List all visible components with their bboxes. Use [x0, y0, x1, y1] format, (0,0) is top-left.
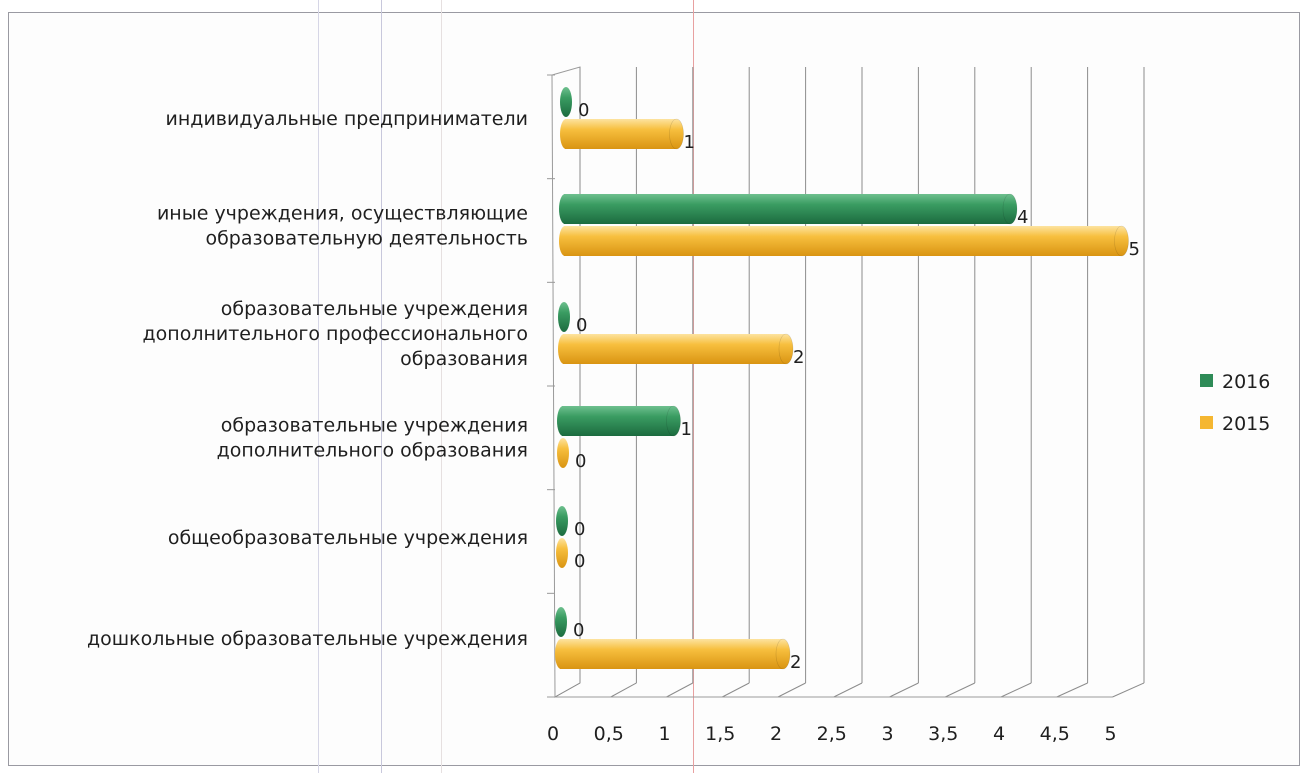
category-label-line: индивидуальные предприниматели	[166, 108, 528, 130]
bar-body	[563, 334, 786, 364]
data-label: 0	[573, 620, 584, 641]
x-tick-label: 3	[881, 723, 893, 745]
x-tick-label: 4	[993, 723, 1005, 745]
data-label: 0	[576, 315, 587, 336]
scan-line-1	[318, 0, 319, 773]
floor-line	[1112, 682, 1145, 698]
bar-cap	[666, 405, 681, 437]
bar	[558, 333, 794, 365]
x-tick-label: 1,5	[705, 723, 735, 745]
category-label-line: дополнительного образования	[217, 440, 528, 462]
scan-line-2	[381, 0, 382, 773]
bar	[556, 506, 568, 536]
x-tick-label: 4,5	[1040, 723, 1070, 745]
bar-cap	[1002, 193, 1018, 225]
floor-line	[777, 682, 806, 698]
bar-cap	[669, 118, 684, 150]
x-tick-label: 2,5	[817, 723, 847, 745]
bar-cap	[775, 638, 791, 670]
legend-swatch	[1200, 374, 1213, 387]
scan-line-3	[441, 0, 442, 773]
data-label: 5	[1129, 239, 1140, 260]
bar	[556, 538, 568, 568]
category-label: дошкольные образовательные учреждения	[87, 628, 528, 650]
category-label: общеобразовательные учреждения	[168, 527, 528, 549]
data-label: 2	[790, 652, 801, 673]
floor-line	[722, 682, 750, 698]
category-label: индивидуальные предприниматели	[166, 108, 528, 130]
bar	[557, 438, 569, 468]
category-label-line: образовательную деятельность	[205, 228, 528, 250]
data-label: 0	[574, 551, 585, 572]
bar	[555, 607, 567, 637]
bar	[555, 638, 791, 670]
legend-label: 2015	[1222, 413, 1270, 435]
bar-cap	[1114, 225, 1129, 257]
bar-cap	[778, 333, 794, 365]
category-label-line: общеобразовательные учреждения	[168, 527, 528, 549]
bar-body	[562, 406, 674, 436]
floor-line	[666, 682, 694, 698]
category-label-line: дополнительного профессионального	[143, 323, 528, 345]
bar-base	[560, 119, 572, 149]
floor-line	[610, 682, 637, 698]
data-label: 1	[681, 419, 692, 440]
bar-base	[559, 194, 571, 224]
legend-label: 2016	[1222, 371, 1270, 393]
category-label-line: образования	[400, 348, 528, 370]
floor-line	[1056, 682, 1088, 698]
floor-line	[889, 682, 919, 698]
bar	[558, 302, 570, 332]
bar-body	[564, 226, 1122, 256]
bar-base	[557, 406, 569, 436]
x-tick-label: 3,5	[928, 723, 958, 745]
bar-base	[556, 506, 568, 536]
bar-base	[556, 538, 568, 568]
bar	[560, 87, 572, 117]
category-label-line: иные учреждения, осуществляющие	[157, 203, 528, 225]
category-label-line: образовательные учреждения	[221, 298, 528, 320]
bar	[560, 118, 684, 150]
category-label-line: образовательные учреждения	[221, 415, 528, 437]
scan-line-4	[693, 0, 694, 773]
data-label: 4	[1017, 207, 1028, 228]
data-label: 1	[684, 132, 695, 153]
data-label: 0	[574, 519, 585, 540]
bar	[557, 405, 681, 437]
data-label: 0	[578, 100, 589, 121]
bar-body	[565, 119, 677, 149]
bar-base	[558, 302, 570, 332]
bar-base	[559, 226, 571, 256]
floor-line	[554, 682, 581, 698]
bar-base	[560, 87, 572, 117]
bar-body	[560, 639, 783, 669]
x-tick-label: 0	[547, 723, 559, 745]
bar-base	[555, 639, 567, 669]
floor-line	[1000, 682, 1032, 698]
bar	[559, 225, 1129, 257]
floor-line	[945, 682, 976, 698]
category-label: образовательные учреждения дополнительног…	[143, 298, 528, 370]
bar-base	[555, 607, 567, 637]
data-label: 0	[575, 451, 586, 472]
left-wall	[551, 66, 581, 698]
bar-base	[557, 438, 569, 468]
x-tick-label: 5	[1104, 723, 1116, 745]
data-label: 2	[793, 347, 804, 368]
legend-swatch	[1200, 416, 1213, 429]
bar-base	[558, 334, 570, 364]
bar	[559, 193, 1018, 225]
x-tick-label: 1	[658, 723, 670, 745]
category-label-line: дошкольные образовательные учреждения	[87, 628, 528, 650]
category-label: иные учреждения, осуществляющие образоват…	[157, 203, 528, 250]
x-tick-label: 0,5	[594, 723, 624, 745]
floor-line	[833, 682, 863, 698]
x-tick-label: 2	[770, 723, 782, 745]
bar-body	[564, 194, 1010, 224]
category-label: образовательные учреждения дополнительног…	[217, 415, 528, 462]
